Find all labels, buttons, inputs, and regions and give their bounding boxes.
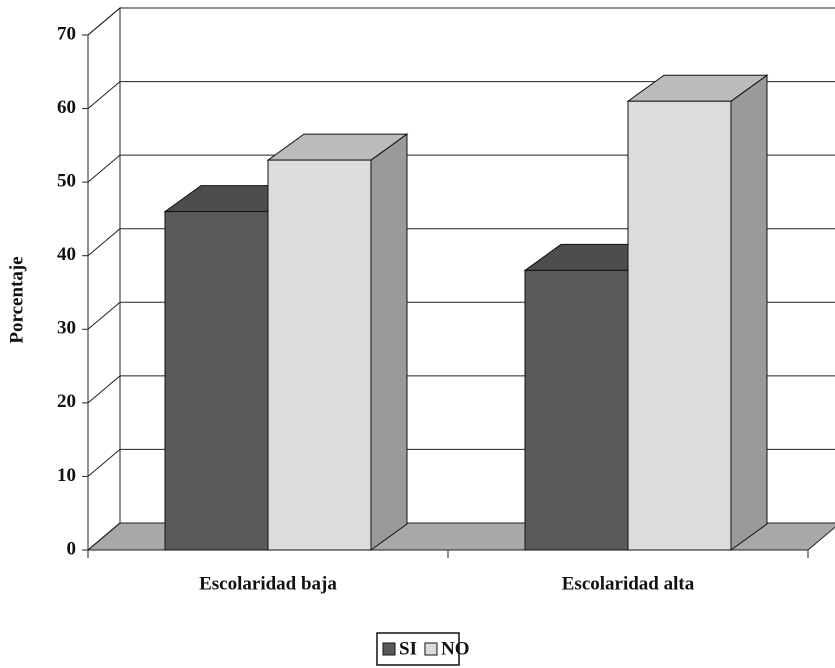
y-tick-label: 0 [67, 538, 77, 559]
y-tick-label: 40 [57, 244, 76, 265]
bar-side [370, 133, 408, 551]
y-tick-label: 60 [57, 97, 76, 118]
y-tick-label: 20 [57, 391, 76, 412]
grid-line [87, 375, 121, 404]
grid-line [87, 81, 121, 109]
grid-line [87, 301, 121, 330]
grid-line [87, 449, 121, 477]
bar [524, 269, 629, 551]
bar-side [730, 74, 768, 551]
grid-line [87, 522, 121, 551]
legend-swatch [424, 642, 438, 656]
y-tick-label: 70 [57, 23, 76, 44]
bar [267, 159, 372, 551]
grid-line [87, 228, 121, 257]
y-axis-label: Porcentaje [6, 256, 27, 343]
grid-line [87, 154, 121, 183]
side-wall [87, 6, 121, 552]
x-tick-label: Escolaridad alta [562, 573, 695, 594]
bar [627, 100, 732, 551]
legend-swatch [382, 642, 396, 656]
y-tick-label: 50 [57, 171, 76, 192]
x-tick-label: Escolaridad baja [199, 573, 337, 594]
y-tick-label: 30 [57, 318, 76, 339]
legend-label: NO [441, 638, 470, 659]
legend-label: SI [399, 638, 417, 659]
grid-line [87, 7, 121, 36]
bar [164, 211, 269, 551]
y-tick-label: 10 [57, 465, 76, 486]
